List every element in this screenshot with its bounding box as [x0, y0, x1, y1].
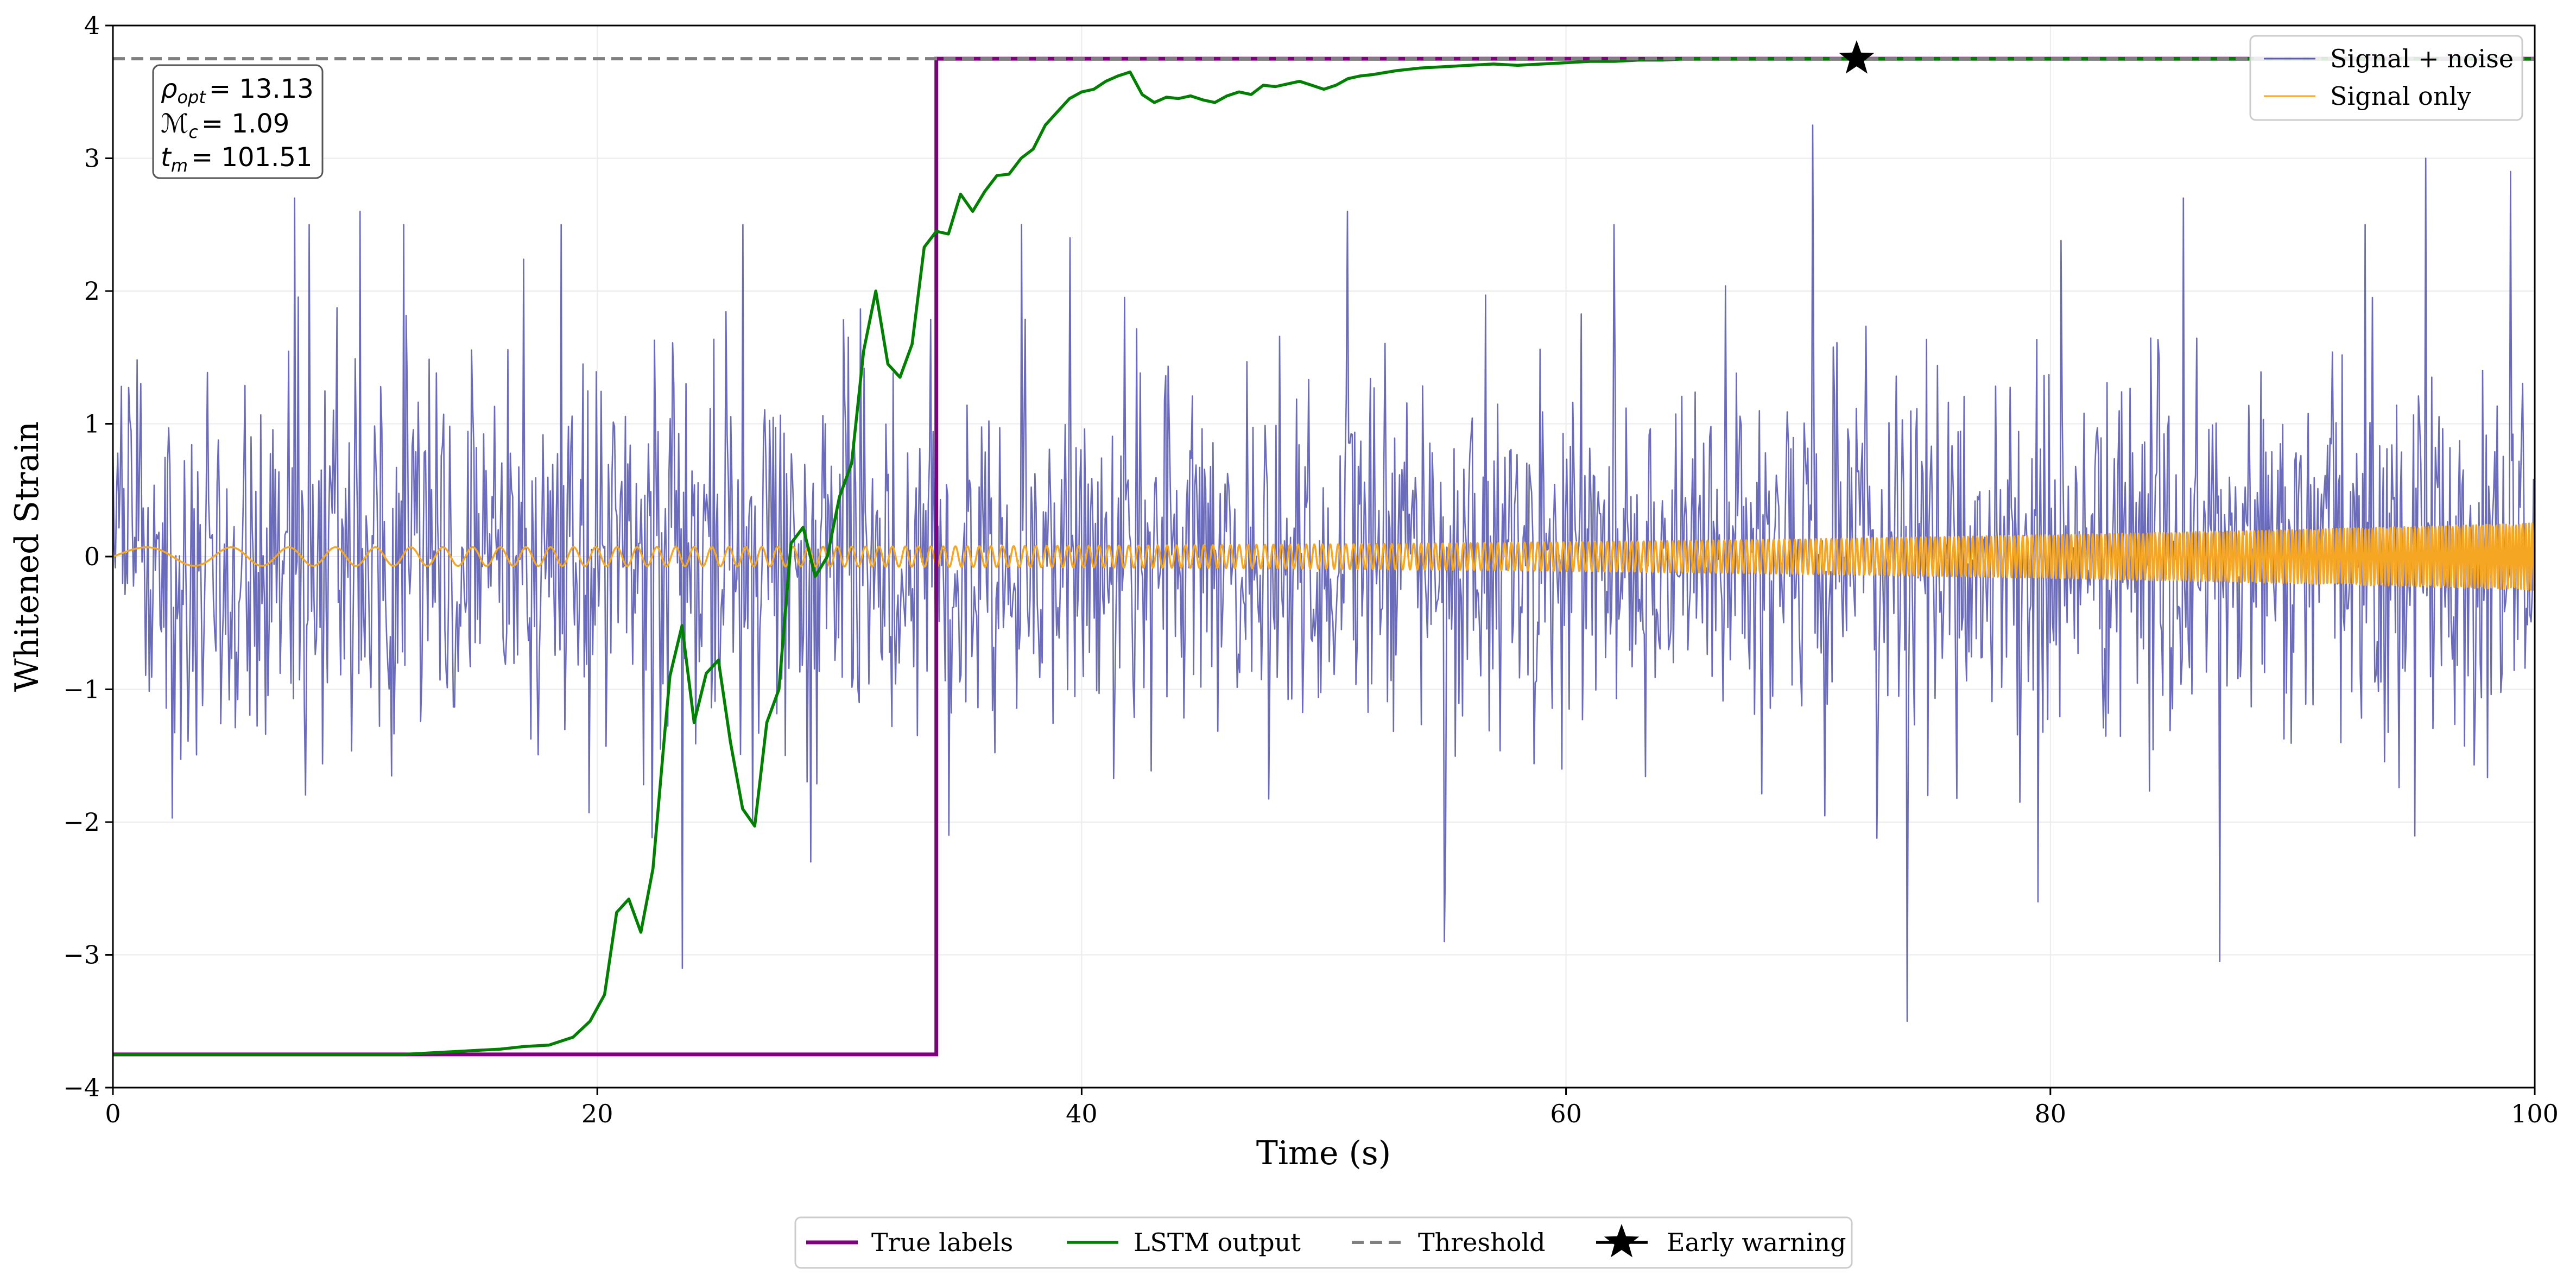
signal-only-line [113, 522, 2535, 591]
parameter-box-frame [152, 64, 324, 179]
y-axis-title: Whitened Strain [8, 421, 46, 692]
x-tick-label: 100 [2511, 1099, 2559, 1128]
legend-label-threshold: Threshold [1418, 1228, 1546, 1257]
y-tick-label: 4 [84, 11, 100, 40]
rho-symbol: ρ [161, 74, 177, 104]
lstm-output-line [113, 57, 2535, 1056]
x-tick-label: 40 [1066, 1099, 1098, 1128]
rho-value: = 13.13 [209, 74, 314, 104]
x-axis-title: Time (s) [1256, 1134, 1391, 1172]
rho-opt-label: ρopt = 13.13 [161, 74, 314, 108]
axes: 0 20 40 60 80 100 −4 −3 −2 −1 0 1 2 3 4 [63, 11, 2559, 1128]
legend-label-signal-noise: Signal + noise [2330, 44, 2514, 73]
mc-value: = 1.09 [201, 109, 289, 139]
y-tick-label: 1 [84, 409, 100, 439]
legend-bottom: True labels LSTM output Threshold Early … [794, 1216, 1853, 1269]
y-tick-label: −1 [63, 675, 100, 704]
legend-label-true-labels: True labels [871, 1228, 1013, 1257]
x-tick-label: 80 [2035, 1099, 2067, 1128]
x-tick-label: 20 [581, 1099, 613, 1128]
tm-subscript: m [171, 155, 188, 176]
legend-label-signal-only: Signal only [2330, 81, 2471, 111]
x-tick-label: 60 [1550, 1099, 1582, 1128]
mc-symbol: ℳ [161, 109, 188, 139]
early-warning-star [1839, 40, 1875, 74]
mc-label: ℳc = 1.09 [161, 109, 289, 142]
legend-upper-frame [2249, 35, 2523, 121]
legend-upper: Signal + noise Signal only [2249, 35, 2523, 121]
parameter-box: ρopt = 13.13 ℳc = 1.09 tm = 101.51 [152, 64, 324, 179]
legend-label-lstm-output: LSTM output [1134, 1228, 1301, 1257]
tm-symbol: t [161, 142, 172, 173]
plot-area [113, 56, 2535, 1057]
mc-subscript: c [188, 122, 198, 142]
signal-noise-line [113, 124, 2535, 1022]
y-tick-label: 2 [84, 276, 100, 306]
y-tick-label: 0 [84, 542, 100, 571]
y-tick-label: −4 [63, 1073, 100, 1102]
tm-value: = 101.51 [191, 142, 312, 173]
y-tick-label: −3 [63, 940, 100, 970]
legend-label-early-warning: Early warning [1667, 1228, 1846, 1257]
tm-label: tm = 101.51 [161, 142, 312, 176]
legend-bottom-frame [794, 1216, 1853, 1269]
y-tick-label: 3 [84, 144, 100, 173]
y-tick-label: −2 [63, 807, 100, 837]
x-tick-label: 0 [105, 1099, 121, 1128]
legend-swatch-early-warning-star [1604, 1224, 1640, 1258]
rho-subscript: opt [177, 87, 206, 108]
